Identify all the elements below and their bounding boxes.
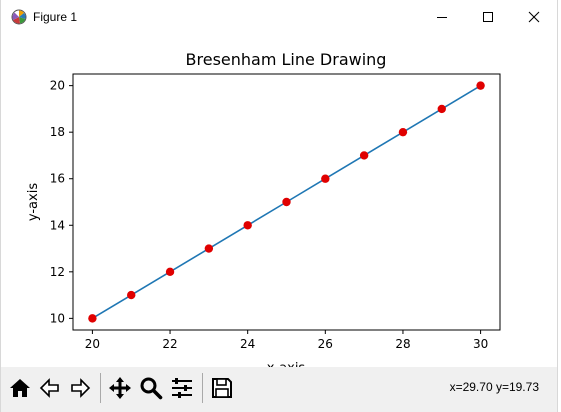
save-button[interactable] bbox=[208, 373, 236, 403]
x-tick-label: 24 bbox=[240, 337, 255, 351]
x-axis-ticks: 20 22 24 26 28 30 bbox=[85, 330, 488, 351]
window-title: Figure 1 bbox=[33, 10, 78, 24]
home-button[interactable] bbox=[6, 373, 34, 403]
move-icon bbox=[109, 377, 131, 399]
back-arrow-icon bbox=[39, 378, 59, 398]
data-point bbox=[398, 127, 408, 137]
sliders-icon bbox=[172, 378, 192, 398]
x-tick-label: 26 bbox=[318, 337, 333, 351]
configure-subplots-button[interactable] bbox=[168, 373, 196, 403]
maximize-button[interactable] bbox=[465, 0, 511, 34]
x-tick-label: 20 bbox=[85, 337, 100, 351]
y-tick-label: 14 bbox=[50, 218, 65, 232]
chart-title: Bresenham Line Drawing bbox=[186, 50, 387, 69]
y-tick-label: 18 bbox=[50, 125, 65, 139]
y-tick-label: 10 bbox=[50, 311, 65, 325]
navigation-toolbar: x=29.70 y=19.73 bbox=[1, 367, 557, 412]
forward-arrow-icon bbox=[71, 378, 91, 398]
data-point bbox=[282, 197, 291, 207]
close-icon bbox=[528, 11, 540, 23]
data-point bbox=[127, 290, 136, 300]
cursor-coordinates: x=29.70 y=19.73 bbox=[449, 380, 539, 394]
zoom-button[interactable] bbox=[137, 373, 165, 403]
floppy-disk-icon bbox=[212, 378, 232, 398]
data-point bbox=[88, 314, 97, 323]
x-tick-label: 22 bbox=[162, 337, 177, 351]
line-chart: Bresenham Line Drawing 20 22 24 26 28 30 10 12… bbox=[26, 50, 501, 376]
x-tick-label: 28 bbox=[395, 337, 410, 351]
x-tick-label: 30 bbox=[473, 337, 488, 351]
close-button[interactable] bbox=[511, 0, 557, 34]
y-axis-ticks: 10 12 14 16 18 20 bbox=[50, 79, 73, 325]
data-point bbox=[321, 174, 330, 183]
y-tick-label: 12 bbox=[50, 265, 65, 279]
maximize-icon bbox=[483, 12, 493, 22]
magnifier-icon bbox=[140, 377, 163, 400]
title-bar[interactable]: Figure 1 bbox=[1, 0, 557, 34]
y-tick-label: 16 bbox=[50, 172, 65, 186]
y-axis-label: y-axis bbox=[26, 183, 41, 221]
data-point bbox=[476, 81, 485, 90]
back-button[interactable] bbox=[36, 373, 64, 403]
data-point bbox=[165, 267, 175, 277]
data-point bbox=[204, 244, 214, 253]
data-series bbox=[88, 81, 485, 323]
data-point bbox=[437, 104, 446, 114]
home-icon bbox=[10, 379, 30, 397]
pan-button[interactable] bbox=[106, 373, 134, 403]
toolbar-separator bbox=[100, 373, 101, 403]
matplotlib-logo-icon bbox=[11, 9, 27, 25]
toolbar-separator bbox=[202, 373, 203, 403]
figure-canvas[interactable]: Bresenham Line Drawing 20 22 24 26 28 30 10 12… bbox=[1, 34, 557, 376]
data-point bbox=[359, 151, 369, 160]
minimize-button[interactable] bbox=[419, 0, 465, 34]
minimize-icon bbox=[437, 17, 447, 18]
forward-button[interactable] bbox=[66, 373, 94, 403]
y-tick-label: 20 bbox=[50, 79, 65, 93]
data-point bbox=[243, 221, 252, 230]
